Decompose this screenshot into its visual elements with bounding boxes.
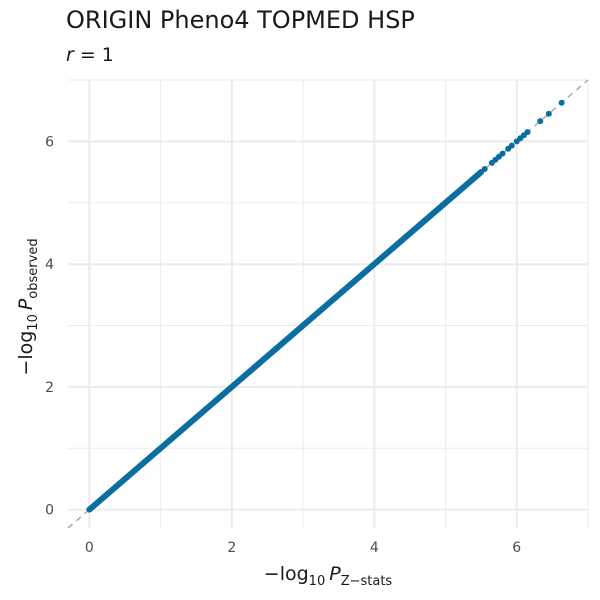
- subtitle-variable: r: [66, 44, 74, 66]
- x-axis-label-base: 10: [309, 574, 326, 589]
- x-axis-ticks: 0 2 4 6: [85, 540, 521, 556]
- chart-title: ORIGIN Pheno4 TOPMED HSP: [66, 6, 415, 34]
- x-axis-label-prefix: −log: [264, 563, 309, 585]
- data-point: [558, 99, 565, 106]
- y-axis-label-prefix: −log: [15, 331, 37, 376]
- grid-minor: [68, 79, 589, 528]
- y-axis-ticks: 0 2 4 6: [45, 134, 54, 518]
- data-point: [524, 129, 531, 136]
- y-tick-label: 6: [45, 134, 54, 150]
- series-line: [86, 169, 485, 513]
- data-point: [545, 110, 552, 117]
- subtitle-equation: = 1: [73, 44, 114, 66]
- chart-subtitle: r = 1: [66, 44, 114, 66]
- y-axis-label: −log10 Pobserved: [15, 238, 41, 375]
- data-point: [481, 165, 488, 172]
- x-tick-label: 0: [85, 540, 94, 556]
- data-point: [508, 142, 515, 149]
- x-tick-label: 2: [227, 540, 236, 556]
- x-tick-label: 4: [370, 540, 379, 556]
- x-axis-label-sub: Z−stats: [341, 574, 393, 589]
- y-tick-label: 0: [45, 503, 54, 519]
- data-point: [537, 118, 544, 125]
- y-tick-label: 4: [45, 257, 54, 273]
- x-axis-label-var: P: [329, 563, 341, 585]
- x-tick-label: 6: [512, 540, 521, 556]
- x-axis-label: −log10 PZ−stats: [264, 563, 393, 589]
- points-group: [481, 99, 565, 172]
- y-axis-label-base: 10: [26, 314, 41, 331]
- y-axis-label-var: P: [15, 298, 37, 310]
- data-point: [499, 150, 506, 157]
- grid-major: [68, 80, 588, 528]
- y-tick-label: 2: [45, 380, 54, 396]
- y-axis-label-sub: observed: [26, 238, 41, 298]
